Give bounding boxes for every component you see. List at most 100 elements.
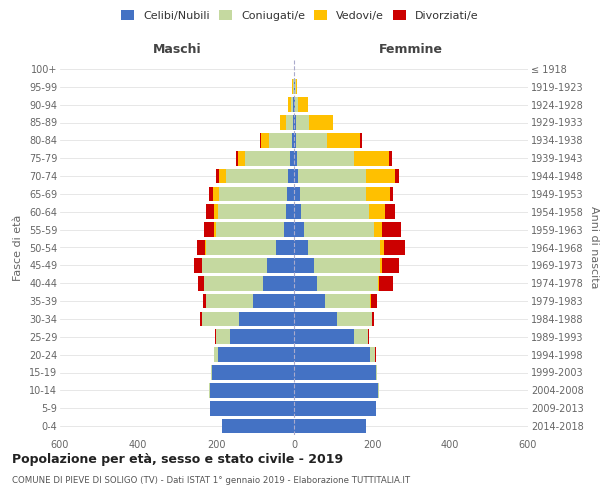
Bar: [206, 204, 214, 219]
Bar: [292, 80, 293, 94]
Bar: [298, 168, 366, 184]
Bar: [294, 401, 376, 415]
Bar: [382, 222, 401, 237]
Bar: [297, 151, 353, 166]
Bar: [194, 258, 202, 272]
Bar: [202, 258, 266, 272]
Bar: [370, 348, 375, 362]
Bar: [245, 151, 290, 166]
Bar: [294, 258, 314, 272]
Bar: [296, 80, 297, 94]
Bar: [355, 330, 368, 344]
Bar: [236, 151, 238, 166]
Bar: [294, 240, 308, 255]
Bar: [376, 365, 377, 380]
Bar: [202, 312, 239, 326]
Bar: [294, 294, 325, 308]
Bar: [214, 222, 216, 237]
Bar: [294, 419, 366, 434]
Bar: [371, 294, 377, 308]
Bar: [215, 168, 219, 184]
Bar: [266, 258, 294, 272]
Y-axis label: Fasce di età: Fasce di età: [13, 214, 23, 280]
Bar: [295, 98, 298, 112]
Bar: [253, 294, 294, 308]
Bar: [294, 168, 298, 184]
Bar: [389, 151, 392, 166]
Bar: [294, 115, 296, 130]
Text: Maschi: Maschi: [152, 44, 202, 57]
Bar: [385, 204, 395, 219]
Bar: [300, 186, 366, 201]
Bar: [378, 276, 379, 290]
Bar: [280, 115, 286, 130]
Bar: [384, 240, 405, 255]
Bar: [370, 294, 371, 308]
Bar: [218, 348, 294, 362]
Bar: [288, 98, 291, 112]
Bar: [304, 222, 374, 237]
Bar: [203, 294, 206, 308]
Bar: [294, 204, 301, 219]
Bar: [197, 240, 205, 255]
Bar: [294, 98, 295, 112]
Bar: [366, 186, 389, 201]
Bar: [294, 133, 296, 148]
Bar: [292, 133, 294, 148]
Bar: [269, 133, 292, 148]
Bar: [219, 168, 226, 184]
Y-axis label: Anni di nascita: Anni di nascita: [589, 206, 599, 289]
Bar: [395, 168, 400, 184]
Bar: [382, 258, 400, 272]
Bar: [294, 365, 376, 380]
Bar: [294, 186, 300, 201]
Bar: [214, 204, 218, 219]
Bar: [213, 186, 219, 201]
Bar: [366, 168, 395, 184]
Bar: [378, 383, 379, 398]
Bar: [294, 222, 304, 237]
Bar: [308, 240, 380, 255]
Bar: [286, 204, 294, 219]
Bar: [261, 133, 269, 148]
Bar: [317, 276, 378, 290]
Text: COMUNE DI PIEVE DI SOLIGO (TV) - Dati ISTAT 1° gennaio 2019 - Elaborazione TUTTI: COMUNE DI PIEVE DI SOLIGO (TV) - Dati IS…: [12, 476, 410, 485]
Bar: [200, 312, 202, 326]
Bar: [206, 294, 253, 308]
Bar: [288, 168, 294, 184]
Text: Femmine: Femmine: [379, 44, 443, 57]
Bar: [260, 133, 261, 148]
Bar: [216, 330, 230, 344]
Bar: [294, 276, 317, 290]
Bar: [294, 383, 378, 398]
Bar: [209, 186, 213, 201]
Bar: [373, 312, 374, 326]
Bar: [294, 151, 297, 166]
Bar: [212, 365, 294, 380]
Bar: [294, 348, 370, 362]
Bar: [296, 133, 327, 148]
Bar: [211, 365, 212, 380]
Bar: [379, 276, 392, 290]
Bar: [301, 204, 369, 219]
Bar: [369, 204, 385, 219]
Bar: [389, 186, 394, 201]
Bar: [204, 276, 263, 290]
Bar: [239, 312, 294, 326]
Bar: [380, 240, 384, 255]
Bar: [206, 240, 277, 255]
Bar: [238, 151, 245, 166]
Bar: [296, 115, 309, 130]
Bar: [209, 383, 210, 398]
Bar: [298, 98, 308, 112]
Bar: [368, 330, 369, 344]
Bar: [294, 330, 355, 344]
Bar: [218, 204, 286, 219]
Bar: [204, 222, 214, 237]
Bar: [222, 419, 294, 434]
Bar: [327, 133, 360, 148]
Bar: [214, 348, 218, 362]
Bar: [294, 80, 295, 94]
Bar: [226, 168, 288, 184]
Bar: [314, 258, 380, 272]
